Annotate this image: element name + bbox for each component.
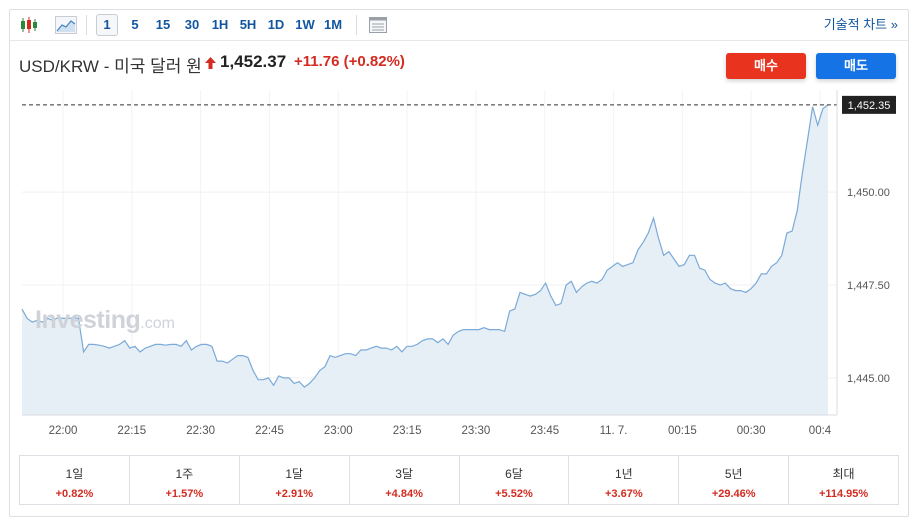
performance-value: +114.95% bbox=[818, 488, 869, 500]
performance-value: +29.46% bbox=[711, 488, 756, 500]
x-tick-label: 23:30 bbox=[462, 425, 491, 437]
toolbar-divider bbox=[86, 15, 87, 35]
price-chart[interactable]: 1,445.00 1,447.50 1,450.00 22:00 22:15 22:30 2… bbox=[10, 10, 908, 450]
buy-button[interactable]: 매수 bbox=[726, 53, 806, 79]
performance-value: +2.91% bbox=[275, 488, 313, 500]
y-tick-label: 1,445.00 bbox=[847, 373, 890, 385]
toolbar-divider bbox=[356, 15, 357, 35]
performance-table: 1일 +0.82% 1주 +1.57% 1달 +2.91% 3달 +4.84% … bbox=[19, 455, 899, 505]
timeframe-1d-button[interactable]: 1D bbox=[267, 17, 285, 32]
performance-value: +5.52% bbox=[495, 488, 533, 500]
timeframe-1h-button[interactable]: 1H bbox=[211, 17, 229, 32]
chart-toolbar: 1 5 15 30 1H 5H 1D 1W 1M 기술적 차트 » bbox=[10, 10, 908, 41]
performance-period: 1주 bbox=[175, 467, 194, 481]
timeframe-15m-button[interactable]: 15 bbox=[155, 17, 171, 32]
timeframe-1mo-button[interactable]: 1M bbox=[323, 17, 343, 32]
performance-value: +4.84% bbox=[385, 488, 423, 500]
x-tick-label: 22:30 bbox=[186, 425, 215, 437]
performance-period: 1년 bbox=[614, 467, 633, 481]
double-chevron-right-icon: » bbox=[890, 17, 898, 32]
area-chart-icon[interactable] bbox=[54, 14, 78, 36]
chart-widget: 1 5 15 30 1H 5H 1D 1W 1M 기술적 차트 » USD/KR… bbox=[9, 9, 909, 517]
x-tick-label: 00:15 bbox=[668, 425, 697, 437]
y-tick-label: 1,447.50 bbox=[847, 280, 890, 292]
performance-period: 3달 bbox=[395, 467, 413, 481]
series-line bbox=[21, 104, 829, 388]
performance-cell-3mo[interactable]: 3달 +4.84% bbox=[348, 456, 459, 504]
performance-cell-6mo[interactable]: 6달 +5.52% bbox=[458, 456, 569, 504]
x-tick-label: 23:45 bbox=[530, 425, 559, 437]
performance-value: +0.82% bbox=[55, 488, 94, 500]
last-price: 1,452.37 bbox=[220, 52, 287, 71]
x-tick-label: 23:15 bbox=[393, 425, 422, 437]
performance-value: +3.67% bbox=[605, 488, 643, 500]
performance-cell-max[interactable]: 최대 +114.95% bbox=[788, 456, 898, 504]
timeframe-30m-button[interactable]: 30 bbox=[184, 17, 200, 32]
table-icon[interactable] bbox=[367, 14, 389, 36]
arrow-up-icon bbox=[205, 56, 216, 74]
sell-button[interactable]: 매도 bbox=[816, 53, 896, 79]
performance-cell-1w[interactable]: 1주 +1.57% bbox=[128, 456, 239, 504]
performance-period: 1일 bbox=[65, 467, 84, 481]
timeframe-5h-button[interactable]: 5H bbox=[239, 17, 257, 32]
x-tick-label: 22:45 bbox=[255, 425, 284, 437]
x-tick-label: 00:4 bbox=[809, 425, 832, 437]
y-tick-label: 1,450.00 bbox=[847, 187, 890, 199]
investing-watermark: Investing.com bbox=[35, 306, 175, 334]
performance-cell-1y[interactable]: 1년 +3.67% bbox=[568, 456, 678, 504]
x-tick-label: 22:00 bbox=[49, 425, 78, 437]
x-tick-label: 00:30 bbox=[737, 425, 766, 437]
x-tick-label: 11. 7. bbox=[600, 425, 628, 437]
instrument-title: USD/KRW - 미국 달러 원 bbox=[19, 57, 202, 76]
timeframe-1m-button[interactable]: 1 bbox=[96, 14, 118, 36]
timeframe-1w-button[interactable]: 1W bbox=[295, 17, 315, 32]
last-price-tag bbox=[842, 95, 896, 114]
x-tick-label: 22:15 bbox=[117, 425, 146, 437]
timeframe-5m-button[interactable]: 5 bbox=[131, 17, 139, 32]
candlestick-icon[interactable] bbox=[18, 14, 40, 36]
performance-period: 6달 bbox=[505, 467, 523, 481]
performance-cell-1mo[interactable]: 1달 +2.91% bbox=[238, 456, 349, 504]
performance-period: 1달 bbox=[285, 467, 304, 481]
series-area bbox=[22, 104, 828, 416]
performance-period: 5년 bbox=[724, 467, 743, 481]
last-price-label: 1,452.35 bbox=[848, 100, 891, 112]
performance-value: +1.57% bbox=[165, 488, 204, 500]
performance-period: 최대 bbox=[832, 467, 855, 481]
technical-chart-link[interactable]: 기술적 차트 » bbox=[823, 17, 898, 32]
x-tick-label: 23:00 bbox=[324, 425, 353, 437]
price-change: +11.76 (+0.82%) bbox=[294, 53, 405, 70]
performance-cell-5y[interactable]: 5년 +29.46% bbox=[678, 456, 788, 504]
performance-cell-1d[interactable]: 1일 +0.82% bbox=[20, 456, 129, 504]
